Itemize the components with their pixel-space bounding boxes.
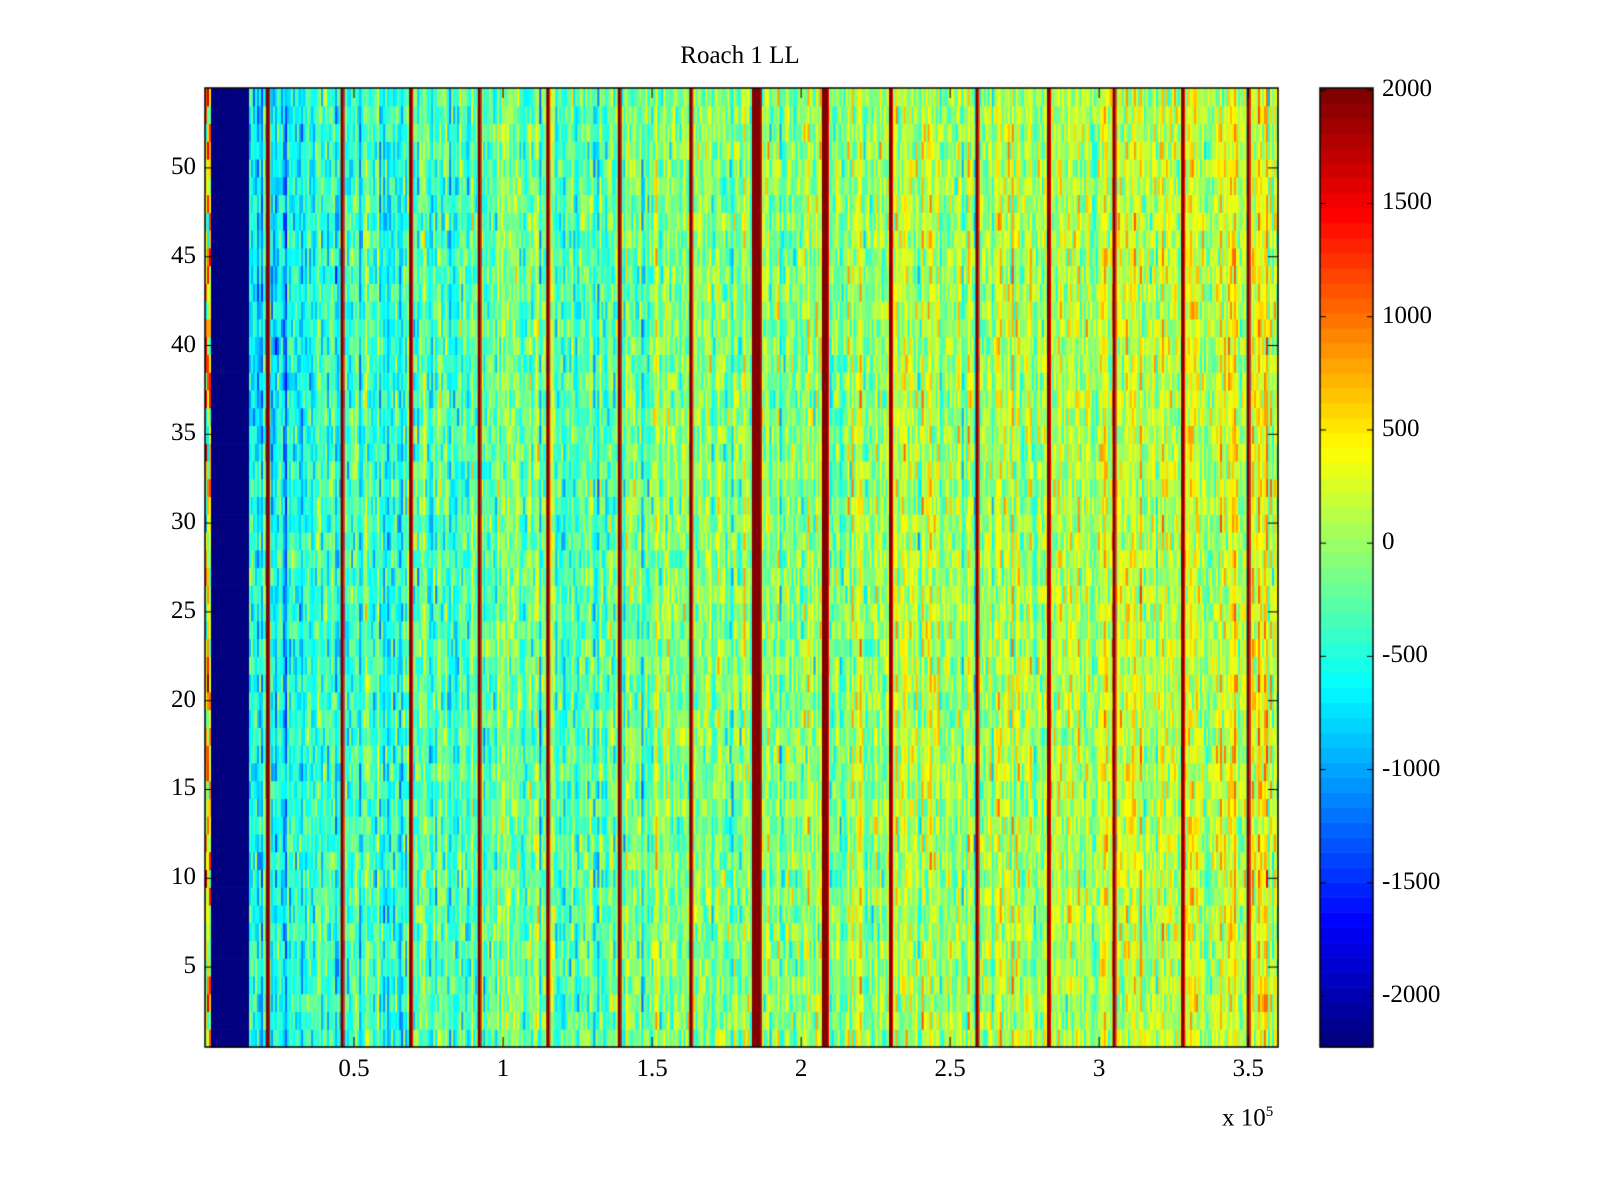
y-tick-label: 20: [171, 685, 196, 713]
x-tick-label: 3: [1092, 1055, 1106, 1082]
x-multiplier-exponent: 5: [1265, 1104, 1274, 1120]
colorbar-tick-label: 500: [1382, 414, 1420, 442]
y-tick-label: 40: [171, 330, 196, 358]
y-tick-label: 45: [171, 241, 196, 269]
colorbar-tick-label: 1500: [1382, 188, 1432, 216]
x-tick-label: 1: [496, 1055, 510, 1082]
colorbar-tick-label: 2000: [1382, 75, 1432, 103]
y-tick-label: 15: [171, 774, 196, 802]
y-tick-label: 5: [183, 952, 197, 980]
x-tick-label: 2: [794, 1055, 808, 1082]
y-tick-label: 30: [171, 508, 196, 536]
x-tick-label: 3.5: [1232, 1055, 1264, 1082]
y-tick-label: 35: [171, 419, 196, 447]
colorbar-tick-label: -2000: [1382, 981, 1441, 1009]
colorbar-tick-label: -1000: [1382, 754, 1441, 782]
x-tick-label: 0.5: [338, 1055, 370, 1082]
colorbar-tick-label: -500: [1382, 641, 1428, 669]
y-tick-label: 50: [171, 152, 196, 180]
x-multiplier-label: x 10: [1222, 1104, 1266, 1132]
colorbar-tick-label: 0: [1382, 528, 1395, 556]
y-tick-label: 10: [171, 863, 196, 891]
x-tick-label: 1.5: [636, 1055, 668, 1082]
x-tick-label: 2.5: [934, 1055, 966, 1082]
chart-title: Roach 1 LL: [680, 42, 800, 69]
colorbar-tick-label: -1500: [1382, 867, 1441, 895]
colorbar-tick-label: 1000: [1382, 301, 1432, 329]
y-tick-label: 25: [171, 596, 196, 624]
x-multiplier: x 105: [1222, 1104, 1273, 1132]
